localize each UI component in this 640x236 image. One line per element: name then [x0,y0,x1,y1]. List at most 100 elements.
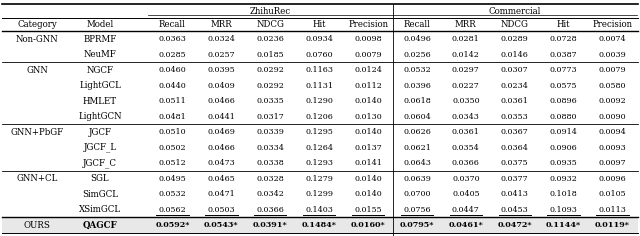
Text: ZhihuRec: ZhihuRec [250,7,291,16]
Text: 0.0140: 0.0140 [354,175,382,183]
Text: 0.0469: 0.0469 [207,128,236,136]
Text: 0.0354: 0.0354 [452,143,480,152]
Text: MRR: MRR [455,20,477,29]
Text: 0.0292: 0.0292 [256,82,284,89]
Text: 0.0906: 0.0906 [550,143,577,152]
Text: Precision: Precision [593,20,632,29]
Text: 0.0460: 0.0460 [159,66,186,74]
Text: 0.0471: 0.0471 [207,190,236,198]
Text: 0.1299: 0.1299 [305,190,333,198]
Text: 0.0137: 0.0137 [354,143,382,152]
Text: 0.0447: 0.0447 [452,206,480,214]
Text: BPRMF: BPRMF [83,34,116,44]
Text: 0.0342: 0.0342 [256,190,284,198]
Text: 0.0495: 0.0495 [159,175,186,183]
Text: 0.0395: 0.0395 [207,66,236,74]
Text: 0.0453: 0.0453 [501,206,529,214]
Text: NeuMF: NeuMF [84,50,116,59]
Text: 0.0364: 0.0364 [501,143,529,152]
Text: 0.0604: 0.0604 [403,113,431,121]
Text: LightGCL: LightGCL [79,81,121,90]
Text: MRR: MRR [211,20,232,29]
Text: 0.0292: 0.0292 [256,66,284,74]
Text: 0.0363: 0.0363 [159,35,186,43]
Text: 0.0481: 0.0481 [159,113,186,121]
Text: 0.0413: 0.0413 [501,190,529,198]
Text: 0.1264: 0.1264 [305,143,333,152]
Text: HMLET: HMLET [83,97,117,105]
Text: 0.0257: 0.0257 [207,51,235,59]
Text: 0.0502: 0.0502 [159,143,186,152]
Text: 0.0092: 0.0092 [598,97,627,105]
Text: 0.0142: 0.0142 [452,51,480,59]
Text: 0.0281: 0.0281 [452,35,480,43]
Text: 0.0543*: 0.0543* [204,221,239,229]
Text: 0.1131: 0.1131 [305,82,333,89]
Text: 0.0580: 0.0580 [599,82,627,89]
Text: 0.0575: 0.0575 [550,82,577,89]
Text: Commercial: Commercial [488,7,541,16]
Text: 0.0146: 0.0146 [501,51,529,59]
Text: 0.0621: 0.0621 [403,143,431,152]
Text: 0.0532: 0.0532 [159,190,186,198]
Text: 0.0074: 0.0074 [599,35,627,43]
Text: 0.0756: 0.0756 [403,206,431,214]
Text: 0.0105: 0.0105 [599,190,627,198]
Text: 0.0119*: 0.0119* [595,221,630,229]
Text: 0.0140: 0.0140 [354,128,382,136]
Text: 0.0090: 0.0090 [599,113,627,121]
Text: 0.0440: 0.0440 [159,82,186,89]
Text: 0.0361: 0.0361 [501,97,529,105]
Text: SimGCL: SimGCL [82,190,118,198]
Text: 0.0934: 0.0934 [305,35,333,43]
Text: 0.1093: 0.1093 [550,206,577,214]
Text: 0.1279: 0.1279 [305,175,333,183]
Text: 0.0914: 0.0914 [550,128,577,136]
Text: 0.0098: 0.0098 [354,35,382,43]
Text: 0.0880: 0.0880 [550,113,577,121]
Text: 0.0361: 0.0361 [452,128,480,136]
Text: 0.0307: 0.0307 [501,66,529,74]
Text: 0.1295: 0.1295 [305,128,333,136]
Text: 0.0592*: 0.0592* [156,221,189,229]
Text: 0.1403: 0.1403 [305,206,333,214]
Text: 0.0079: 0.0079 [599,66,627,74]
Text: 0.0112: 0.0112 [354,82,382,89]
Text: 0.0512: 0.0512 [159,159,186,167]
Text: 0.0405: 0.0405 [452,190,479,198]
Text: 0.0496: 0.0496 [403,35,431,43]
Text: NGCF: NGCF [86,66,113,75]
Text: 0.0113: 0.0113 [598,206,627,214]
Text: 0.0339: 0.0339 [256,128,284,136]
Text: JGCF_C: JGCF_C [83,158,117,168]
Text: 0.0377: 0.0377 [501,175,529,183]
Text: 0.0511: 0.0511 [159,97,186,105]
Text: 0.0236: 0.0236 [256,35,284,43]
Text: 0.0093: 0.0093 [598,143,627,152]
Text: 0.0256: 0.0256 [403,51,431,59]
Text: 0.0773: 0.0773 [550,66,577,74]
Text: 0.0130: 0.0130 [354,113,382,121]
Text: 0.0079: 0.0079 [354,51,382,59]
Text: 0.0932: 0.0932 [550,175,577,183]
Text: 0.0441: 0.0441 [207,113,236,121]
Text: Hit: Hit [312,20,326,29]
Text: QAGCF: QAGCF [83,221,117,230]
Text: 0.0472*: 0.0472* [497,221,532,229]
Text: 0.0466: 0.0466 [207,97,236,105]
Text: Precision: Precision [348,20,388,29]
Text: 0.0324: 0.0324 [207,35,236,43]
Text: Non-GNN: Non-GNN [15,34,58,44]
Text: 0.0334: 0.0334 [256,143,284,152]
Text: 0.0465: 0.0465 [207,175,236,183]
Text: Recall: Recall [403,20,430,29]
Text: 0.0461*: 0.0461* [449,221,483,229]
Text: 0.0896: 0.0896 [550,97,577,105]
Text: 0.0728: 0.0728 [550,35,577,43]
Text: Category: Category [17,20,57,29]
Text: 0.0097: 0.0097 [599,159,627,167]
Text: 0.0140: 0.0140 [354,190,382,198]
Text: GNN+CL: GNN+CL [16,174,58,183]
Text: 0.0039: 0.0039 [598,51,627,59]
Text: 0.1206: 0.1206 [305,113,333,121]
